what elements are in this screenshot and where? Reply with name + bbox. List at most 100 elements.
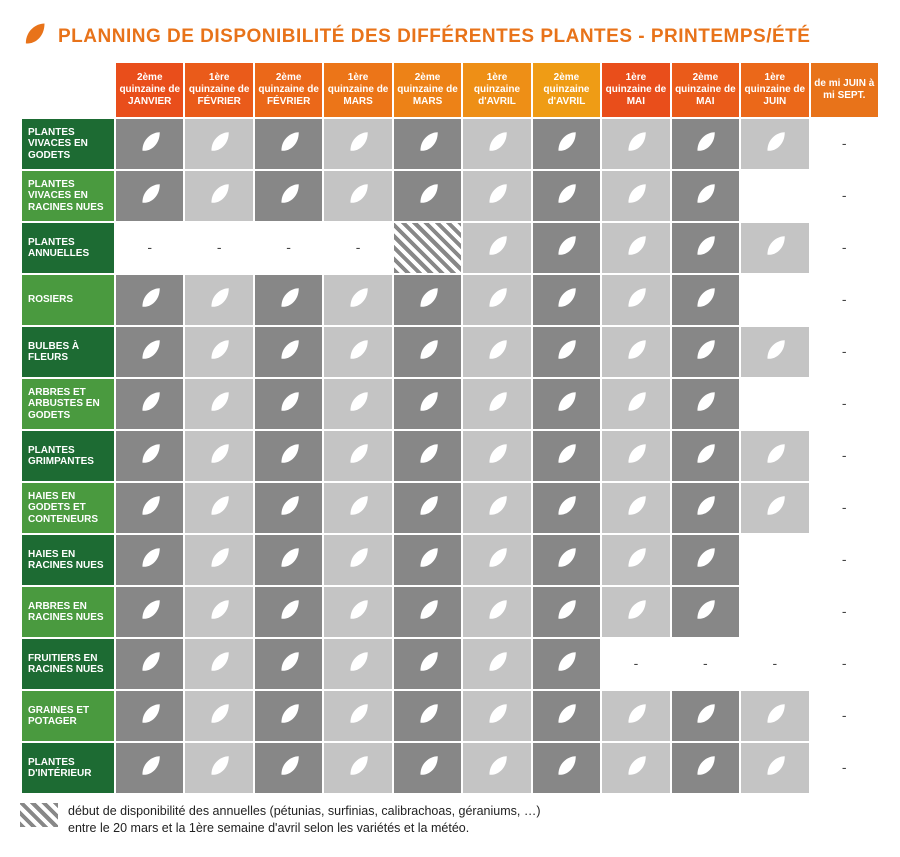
availability-cell [324, 691, 391, 741]
availability-cell [533, 431, 600, 481]
availability-cell [741, 743, 808, 793]
availability-cell [324, 639, 391, 689]
availability-cell [741, 379, 808, 429]
availability-cell [255, 743, 322, 793]
row-header: PLANTES VIVACES EN RACINES NUES [22, 171, 114, 221]
availability-cell: - [811, 483, 878, 533]
availability-cell [255, 275, 322, 325]
availability-cell [116, 379, 183, 429]
availability-cell [255, 119, 322, 169]
availability-cell [116, 535, 183, 585]
availability-cell [324, 275, 391, 325]
availability-cell [741, 431, 808, 481]
availability-cell [463, 119, 530, 169]
availability-cell [463, 431, 530, 481]
availability-cell [463, 587, 530, 637]
availability-cell [602, 431, 669, 481]
availability-cell [185, 483, 252, 533]
table-row: GRAINES ET POTAGER- [22, 691, 878, 741]
row-header: ARBRES ET ARBUSTES EN GODETS [22, 379, 114, 429]
availability-cell [672, 691, 739, 741]
availability-cell [394, 275, 461, 325]
availability-cell: - [811, 119, 878, 169]
availability-cell [255, 171, 322, 221]
availability-cell [394, 691, 461, 741]
row-header: PLANTES D'INTÉRIEUR [22, 743, 114, 793]
availability-cell: - [811, 535, 878, 585]
row-header: FRUITIERS EN RACINES NUES [22, 639, 114, 689]
hatch-swatch [20, 803, 58, 827]
availability-cell [324, 119, 391, 169]
leaf-icon [20, 20, 48, 53]
column-header: 2ème quinzaine d'AVRIL [533, 63, 600, 117]
availability-cell [185, 171, 252, 221]
availability-cell [394, 743, 461, 793]
column-header: 2ème quinzaine de JANVIER [116, 63, 183, 117]
table-row: ROSIERS- [22, 275, 878, 325]
availability-cell: - [811, 275, 878, 325]
table-row: PLANTES VIVACES EN RACINES NUES - [22, 171, 878, 221]
availability-cell [672, 223, 739, 273]
row-header: BULBES À FLEURS [22, 327, 114, 377]
availability-cell [672, 327, 739, 377]
availability-cell [185, 743, 252, 793]
availability-cell [533, 379, 600, 429]
availability-cell [533, 119, 600, 169]
availability-cell [533, 587, 600, 637]
availability-cell [324, 431, 391, 481]
column-header: 1ère quinzaine de MARS [324, 63, 391, 117]
availability-cell [394, 379, 461, 429]
availability-cell [116, 743, 183, 793]
availability-cell: - [811, 587, 878, 637]
availability-cell [324, 379, 391, 429]
availability-cell [602, 691, 669, 741]
availability-cell [185, 431, 252, 481]
availability-cell [672, 587, 739, 637]
availability-cell [602, 587, 669, 637]
availability-cell [394, 535, 461, 585]
availability-cell: - [811, 171, 878, 221]
availability-cell: - [811, 691, 878, 741]
availability-cell [255, 483, 322, 533]
column-header: 1ère quinzaine de JUIN [741, 63, 808, 117]
table-row: HAIES EN GODETS ET CONTENEURS- [22, 483, 878, 533]
availability-cell [602, 535, 669, 585]
availability-cell [324, 535, 391, 585]
availability-cell [602, 379, 669, 429]
availability-cell [255, 379, 322, 429]
availability-cell [255, 535, 322, 585]
availability-cell [116, 171, 183, 221]
availability-cell [185, 327, 252, 377]
availability-cell [463, 639, 530, 689]
availability-cell [672, 743, 739, 793]
column-header: 1ère quinzaine d'AVRIL [463, 63, 530, 117]
table-row: PLANTES VIVACES EN GODETS - [22, 119, 878, 169]
availability-cell [394, 171, 461, 221]
availability-cell [533, 483, 600, 533]
availability-cell [602, 119, 669, 169]
availability-cell [116, 119, 183, 169]
availability-cell [185, 275, 252, 325]
availability-cell [463, 743, 530, 793]
availability-cell [533, 275, 600, 325]
availability-cell [463, 379, 530, 429]
availability-cell [533, 327, 600, 377]
availability-cell [324, 743, 391, 793]
availability-cell [741, 223, 808, 273]
availability-cell [185, 639, 252, 689]
availability-cell [741, 587, 808, 637]
table-row: PLANTES D'INTÉRIEUR- [22, 743, 878, 793]
availability-cell [394, 223, 461, 273]
availability-cell: - [255, 223, 322, 273]
page-title: PLANNING DE DISPONIBILITÉ DES DIFFÉRENTE… [58, 26, 810, 48]
row-header: PLANTES VIVACES EN GODETS [22, 119, 114, 169]
availability-cell [255, 639, 322, 689]
availability-cell [185, 379, 252, 429]
table-row: ARBRES EN RACINES NUES- [22, 587, 878, 637]
column-header: 2ème quinzaine de MARS [394, 63, 461, 117]
availability-cell [255, 691, 322, 741]
availability-cell [672, 431, 739, 481]
availability-cell [741, 327, 808, 377]
availability-cell: - [324, 223, 391, 273]
availability-cell [463, 223, 530, 273]
